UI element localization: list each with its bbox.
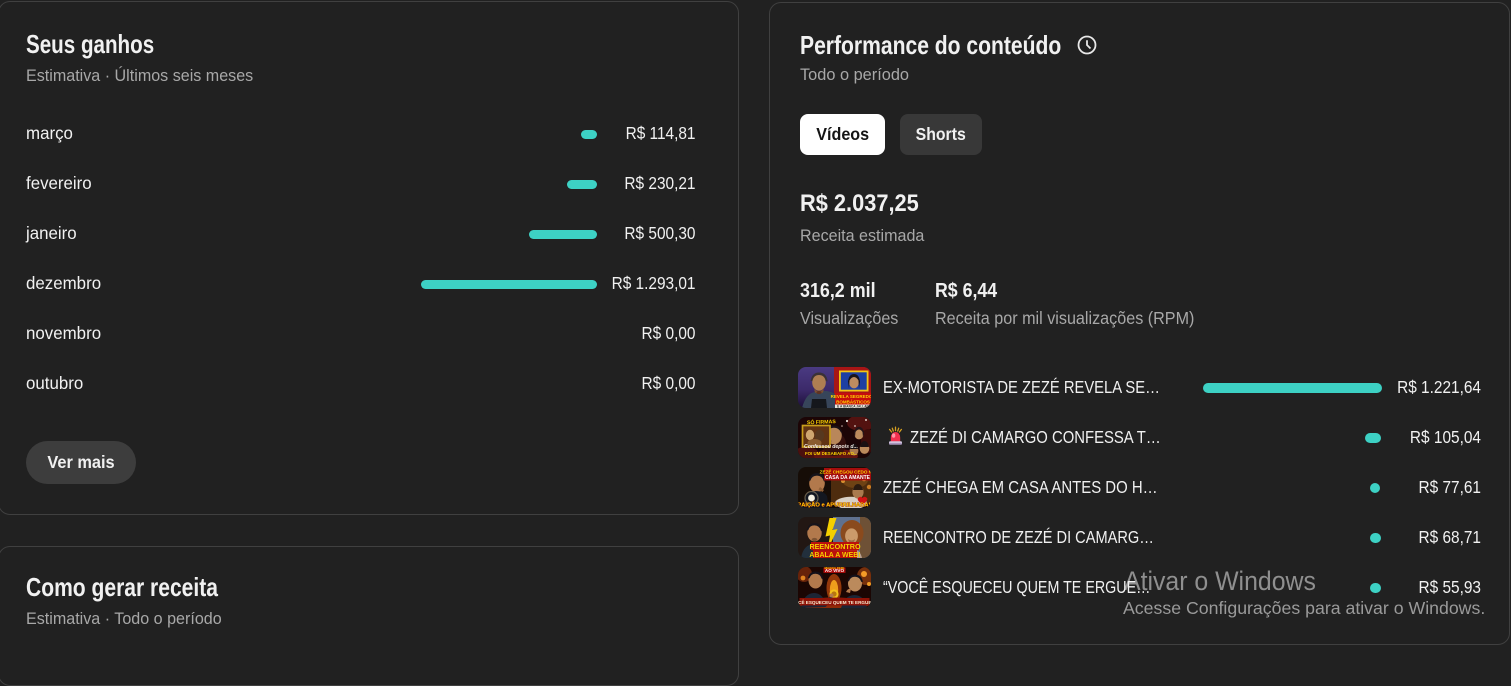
svg-text:TRAIÇÃO e APURRILHADA!: TRAIÇÃO e APURRILHADA! bbox=[798, 501, 871, 508]
svg-text:"VOCÊ ESQUECEU QUEM TE ERGUEU?: "VOCÊ ESQUECEU QUEM TE ERGUEU?" bbox=[798, 598, 871, 605]
svg-text:E A BIANCA JALLAD: E A BIANCA JALLAD bbox=[837, 405, 869, 409]
svg-text:ZEZÉ CHEGOU CEDO NA: ZEZÉ CHEGOU CEDO NA bbox=[820, 467, 871, 474]
svg-text:CASA DA AMANTE: CASA DA AMANTE bbox=[825, 475, 871, 481]
svg-text:ABALA A WEB!: ABALA A WEB! bbox=[809, 552, 860, 558]
svg-text:MAGOA ZEZE: MAGOA ZEZE bbox=[825, 567, 845, 570]
svg-text:REVELA SEGREDOS: REVELA SEGREDOS bbox=[831, 394, 871, 399]
svg-text:FOI UM DESABAFO AO...: FOI UM DESABAFO AO... bbox=[805, 451, 858, 456]
svg-text:BOMBÁSTICOS: BOMBÁSTICOS bbox=[836, 399, 870, 405]
svg-text:AO VIVO: AO VIVO bbox=[825, 568, 845, 573]
svg-text:Confessou depois d...: Confessou depois d... bbox=[804, 444, 858, 450]
svg-text:SÓ FIRMAS: SÓ FIRMAS bbox=[807, 417, 837, 426]
svg-text:REENCONTRO: REENCONTRO bbox=[809, 542, 861, 551]
